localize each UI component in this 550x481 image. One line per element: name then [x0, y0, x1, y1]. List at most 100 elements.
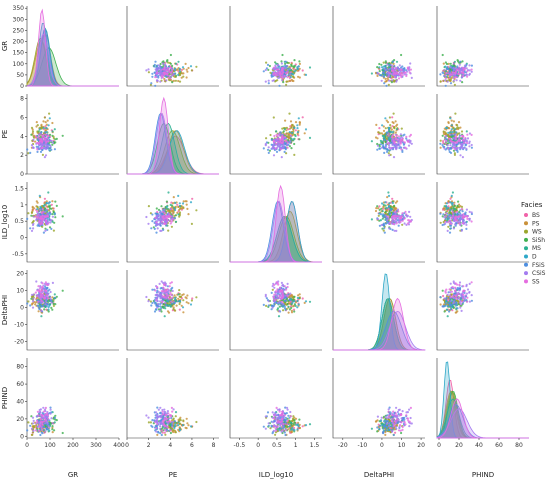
point-SS [274, 299, 277, 302]
point-SS [276, 282, 279, 285]
point-SS [43, 138, 47, 141]
point-D [381, 202, 384, 205]
point-FSiS [151, 75, 154, 78]
point-FSiS [382, 144, 385, 147]
point-MS [379, 219, 382, 222]
point-FSiS [283, 150, 286, 153]
point-SS [408, 71, 411, 74]
point-FSiS [39, 150, 43, 153]
point-WS [33, 136, 36, 139]
point-FSiS [53, 148, 57, 151]
point-FSiS [278, 65, 281, 68]
point-CSiS [289, 140, 292, 143]
point-SiSh [378, 70, 381, 73]
point-CSiS [278, 300, 281, 303]
point-SS [393, 71, 396, 74]
point-SS [462, 66, 465, 69]
point-FSiS [391, 60, 395, 63]
point-SS [37, 135, 40, 138]
point-FSiS [267, 304, 270, 307]
point-FSiS [397, 224, 400, 227]
point-CSiS [461, 147, 464, 150]
point-SiSh [169, 53, 172, 57]
point-SS [283, 74, 286, 78]
point-FSiS [37, 305, 40, 308]
point-SS [168, 213, 171, 216]
point-CSiS [38, 208, 42, 211]
point-PS [288, 79, 292, 82]
point-SS [279, 140, 282, 143]
point-FSiS [459, 212, 462, 215]
point-WS [178, 211, 182, 214]
point-PS [392, 121, 395, 125]
point-MS [287, 305, 290, 308]
point-SS [44, 133, 48, 136]
point-SiSh [376, 205, 379, 208]
point-PS [185, 417, 188, 420]
point-PS [44, 121, 47, 124]
point-FSiS [288, 298, 291, 301]
point-SS [36, 141, 39, 144]
point-SS [169, 282, 172, 285]
point-CSiS [458, 281, 462, 284]
point-FSiS [448, 310, 451, 313]
point-FSiS [49, 406, 52, 409]
point-FSiS [38, 308, 41, 311]
point-FSiS [378, 147, 381, 150]
point-WS [382, 229, 385, 232]
point-FSiS [470, 64, 473, 67]
point-CSiS [452, 227, 455, 230]
point-CSiS [50, 139, 53, 142]
point-CSiS [452, 69, 455, 72]
point-SiSh [380, 207, 383, 210]
point-WS [41, 153, 45, 156]
point-SS [289, 71, 292, 74]
point-FSiS [376, 148, 379, 151]
point-CSiS [271, 146, 274, 149]
point-WS [454, 112, 457, 115]
point-SS [454, 135, 457, 138]
point-WS [190, 299, 193, 302]
point-SS [34, 291, 37, 294]
point-D [189, 65, 193, 68]
point-FSiS [465, 227, 468, 230]
point-FSiS [40, 431, 43, 434]
point-CSiS [30, 144, 34, 147]
point-PS [386, 196, 389, 199]
point-SS [458, 140, 461, 143]
point-SiSh [384, 135, 387, 138]
point-SS [463, 68, 466, 71]
point-SiSh [43, 308, 46, 311]
point-WS [285, 126, 288, 129]
point-CSiS [154, 68, 157, 71]
point-FSiS [165, 224, 168, 227]
point-SiSh [165, 200, 168, 203]
point-PS [298, 76, 301, 79]
point-FSiS [48, 295, 51, 298]
point-CSiS [47, 425, 50, 428]
point-SS [462, 72, 465, 75]
point-SS [160, 74, 163, 77]
pairplot-panels: 050100150200250300350GR02468PE-0.500.511… [1, 5, 529, 479]
point-SS [279, 286, 282, 289]
point-WS [269, 133, 272, 137]
point-MS [177, 60, 180, 63]
point-CSiS [159, 297, 162, 300]
point-SS [169, 219, 172, 222]
point-SS [286, 295, 289, 298]
point-SiSh [171, 81, 174, 84]
point-MS [381, 140, 384, 143]
point-D [177, 300, 180, 303]
point-WS [453, 83, 456, 86]
point-SS [458, 215, 461, 218]
point-SiSh [44, 227, 47, 230]
point-SS [451, 210, 454, 213]
point-PS [51, 121, 54, 125]
point-CSiS [458, 289, 461, 292]
point-SS [450, 140, 453, 143]
point-BS [378, 205, 381, 208]
panel-spine [229, 6, 322, 87]
point-FSiS [405, 137, 408, 140]
